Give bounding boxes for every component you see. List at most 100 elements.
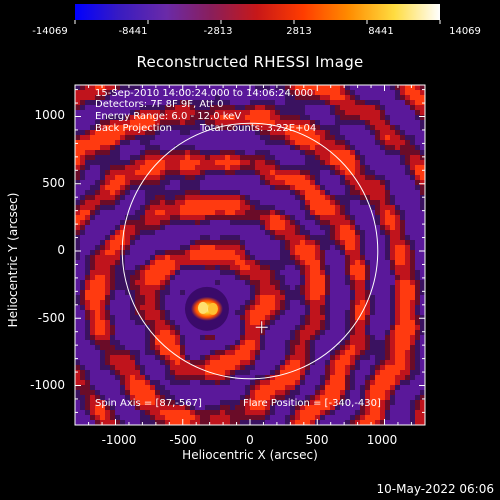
heatmap-cell — [165, 105, 170, 110]
heatmap-cell — [185, 390, 190, 395]
heatmap-cell — [180, 415, 185, 420]
heatmap-cell — [300, 395, 305, 400]
heatmap-cell — [150, 155, 155, 160]
heatmap-cell — [365, 265, 370, 270]
heatmap-cell — [155, 290, 160, 295]
heatmap-cell — [395, 270, 400, 275]
heatmap-cell — [350, 165, 355, 170]
heatmap-cell — [150, 190, 155, 195]
heatmap-cell — [325, 120, 330, 125]
heatmap-cell — [320, 320, 325, 325]
heatmap-cell — [80, 150, 85, 155]
heatmap-cell — [330, 310, 335, 315]
heatmap-cell — [335, 190, 340, 195]
heatmap-cell — [220, 215, 225, 220]
heatmap-cell — [150, 110, 155, 115]
heatmap-cell — [240, 360, 245, 365]
heatmap-cell — [380, 380, 385, 385]
heatmap-cell — [390, 295, 395, 300]
heatmap-cell — [240, 190, 245, 195]
heatmap-cell — [405, 280, 410, 285]
heatmap-cell — [400, 375, 405, 380]
heatmap-cell — [240, 155, 245, 160]
heatmap-cell — [330, 170, 335, 175]
heatmap-cell — [360, 95, 365, 100]
heatmap-cell — [365, 90, 370, 95]
heatmap-cell — [325, 400, 330, 405]
heatmap-cell — [360, 120, 365, 125]
heatmap-cell — [225, 235, 230, 240]
heatmap-cell — [355, 405, 360, 410]
heatmap-cell — [175, 120, 180, 125]
heatmap-cell — [345, 170, 350, 175]
heatmap-cell — [410, 290, 415, 295]
heatmap-cell — [165, 95, 170, 100]
heatmap-cell — [405, 385, 410, 390]
heatmap-cell — [355, 240, 360, 245]
heatmap-cell — [340, 275, 345, 280]
heatmap-cell — [215, 385, 220, 390]
heatmap-cell — [350, 340, 355, 345]
heatmap-cell — [85, 220, 90, 225]
heatmap-cell — [155, 420, 160, 425]
heatmap-cell — [170, 310, 175, 315]
heatmap-cell — [340, 405, 345, 410]
heatmap-cell — [375, 155, 380, 160]
heatmap-cell — [320, 220, 325, 225]
heatmap-cell — [130, 315, 135, 320]
heatmap-cell — [405, 85, 410, 90]
heatmap-cell — [400, 280, 405, 285]
heatmap-cell — [380, 200, 385, 205]
heatmap-cell — [190, 235, 195, 240]
heatmap-cell — [165, 390, 170, 395]
heatmap-cell — [340, 180, 345, 185]
heatmap-cell — [220, 340, 225, 345]
heatmap-cell — [190, 130, 195, 135]
heatmap-cell — [245, 360, 250, 365]
annotation-spin-axis: Spin Axis = [87,-567] — [95, 398, 202, 409]
heatmap-cell — [185, 105, 190, 110]
heatmap-cell — [395, 165, 400, 170]
heatmap-cell — [255, 105, 260, 110]
heatmap-cell — [80, 280, 85, 285]
heatmap-cell — [80, 105, 85, 110]
heatmap-cell — [90, 140, 95, 145]
heatmap-cell — [370, 405, 375, 410]
heatmap-cell — [105, 140, 110, 145]
heatmap-cell — [185, 355, 190, 360]
heatmap-cell — [180, 295, 185, 300]
heatmap-cell — [115, 335, 120, 340]
heatmap-cell — [215, 285, 220, 290]
heatmap-cell — [415, 415, 420, 420]
heatmap-cell — [135, 115, 140, 120]
heatmap-cell — [135, 330, 140, 335]
heatmap-cell — [85, 180, 90, 185]
heatmap-cell — [350, 125, 355, 130]
heatmap-cell — [115, 120, 120, 125]
heatmap-cell — [75, 160, 80, 165]
heatmap-cell — [115, 115, 120, 120]
heatmap-cell — [340, 390, 345, 395]
heatmap-cell — [275, 130, 280, 135]
heatmap-cell — [365, 95, 370, 100]
heatmap-cell — [205, 130, 210, 135]
heatmap-cell — [240, 150, 245, 155]
heatmap-cell — [375, 335, 380, 340]
heatmap-cell — [85, 365, 90, 370]
heatmap-cell — [365, 415, 370, 420]
heatmap-cell — [270, 340, 275, 345]
heatmap-cell — [380, 310, 385, 315]
heatmap-cell — [255, 300, 260, 305]
heatmap-cell — [130, 370, 135, 375]
heatmap-cell — [195, 335, 200, 340]
heatmap-cell — [200, 250, 205, 255]
heatmap-cell — [215, 185, 220, 190]
heatmap-cell — [210, 185, 215, 190]
heatmap-cell — [145, 170, 150, 175]
heatmap-cell — [315, 240, 320, 245]
heatmap-cell — [285, 260, 290, 265]
heatmap-cell — [300, 120, 305, 125]
heatmap-cell — [175, 110, 180, 115]
heatmap-cell — [210, 225, 215, 230]
heatmap-cell — [240, 165, 245, 170]
